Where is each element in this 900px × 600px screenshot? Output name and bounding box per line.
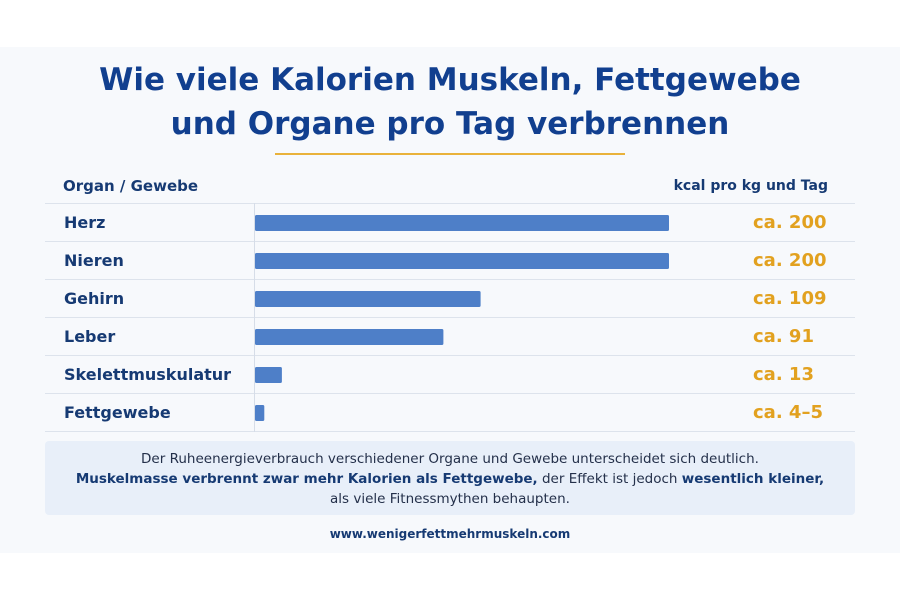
row-divider	[45, 279, 855, 280]
footer-url: www.wenigerfettmehrmuskeln.com	[329, 527, 571, 541]
value-label: ca. 4–5	[753, 402, 823, 423]
category-label: Fettgewebe	[64, 403, 171, 422]
value-label: ca. 200	[753, 250, 827, 271]
value-label: ca. 200	[753, 212, 827, 233]
column-header-kcal: kcal pro kg und Tag	[673, 178, 828, 194]
value-label: ca. 13	[753, 364, 814, 385]
row-divider	[45, 317, 855, 318]
row-divider	[45, 203, 855, 204]
value-label: ca. 91	[753, 326, 814, 347]
bar	[255, 329, 444, 345]
row-divider	[45, 241, 855, 242]
row-divider	[45, 355, 855, 356]
category-label: Nieren	[64, 251, 124, 270]
page-title-line-2: und Organe pro Tag verbrennen	[170, 106, 730, 142]
page-title-line-1: Wie viele Kalorien Muskeln, Fettgewebe	[99, 62, 801, 98]
column-header-organ: Organ / Gewebe	[63, 177, 199, 195]
category-label: Gehirn	[64, 289, 125, 308]
category-label: Herz	[64, 213, 106, 232]
bar	[255, 367, 282, 383]
bar	[255, 291, 481, 307]
bar	[255, 405, 265, 421]
note-bold-muscle: Muskelmasse verbrennt zwar mehr Kalorien…	[75, 471, 538, 487]
title-underline	[275, 153, 625, 155]
bar	[255, 215, 669, 231]
note-line-1: Der Ruheenergieverbrauch verschiedener O…	[141, 451, 759, 467]
info-note: Der Ruheenergieverbrauch verschiedener O…	[45, 441, 855, 515]
value-label: ca. 109	[753, 288, 827, 309]
note-line-2: Muskelmasse verbrennt zwar mehr Kalorien…	[45, 469, 855, 489]
note-text-mid: der Effekt ist jedoch	[537, 471, 682, 487]
note-line-3: als viele Fitnessmythen behaupten.	[330, 491, 570, 507]
row-divider	[45, 431, 855, 432]
category-label: Leber	[64, 327, 116, 346]
category-label: Skelettmuskulatur	[64, 365, 232, 384]
row-divider	[45, 393, 855, 394]
bar	[255, 253, 669, 269]
bar-axis-line	[254, 203, 255, 432]
note-bold-smaller: wesentlich kleiner,	[681, 471, 825, 487]
